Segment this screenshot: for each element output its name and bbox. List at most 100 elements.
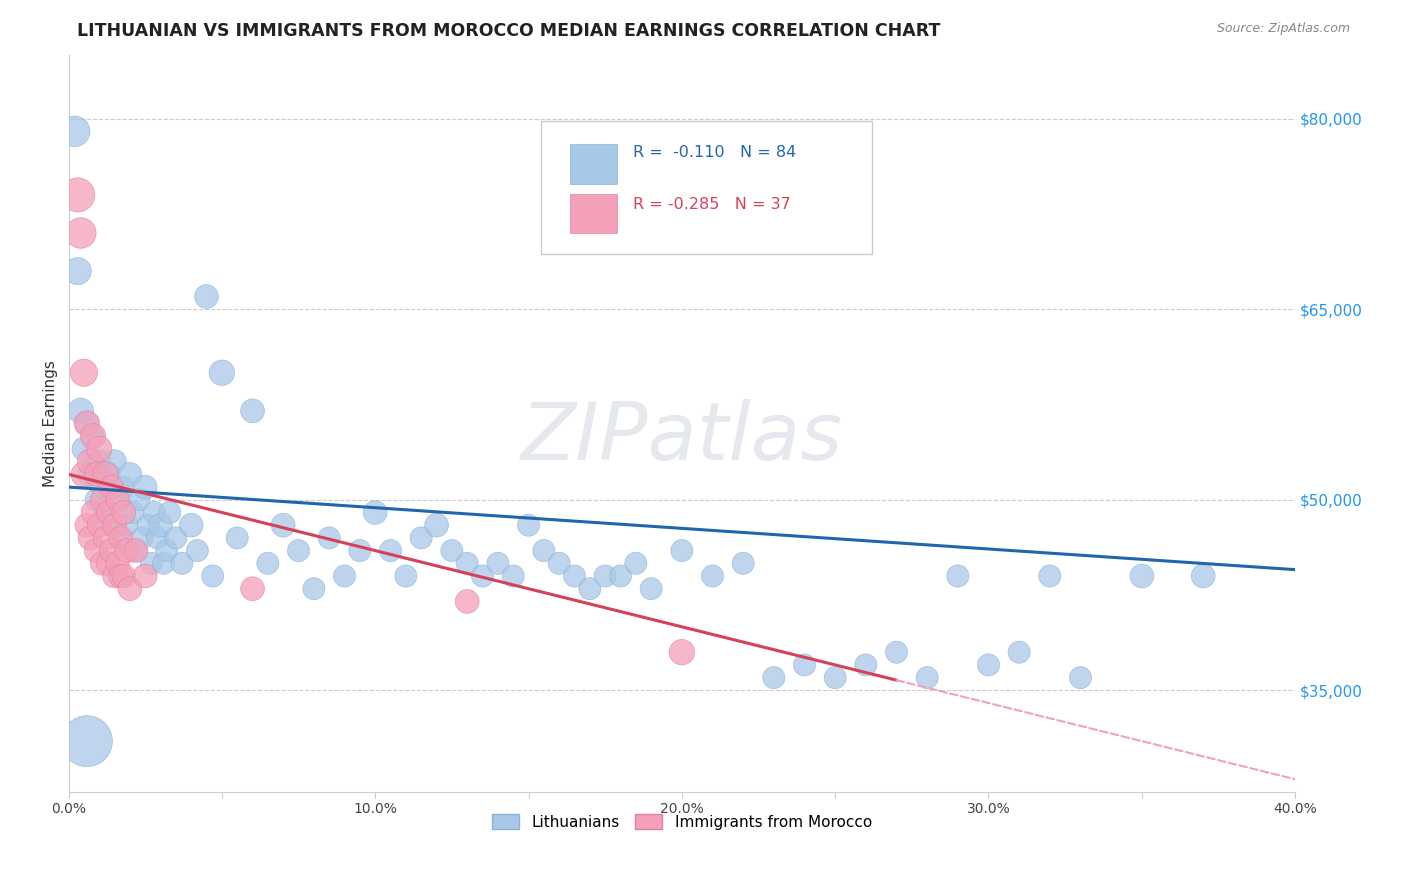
Point bbox=[66, 187, 89, 202]
Point bbox=[977, 657, 1000, 672]
Point bbox=[733, 556, 755, 570]
Point bbox=[125, 543, 148, 558]
Point bbox=[456, 556, 478, 570]
Point bbox=[564, 569, 586, 583]
Point bbox=[112, 480, 135, 494]
Point bbox=[63, 124, 86, 138]
Point bbox=[118, 582, 141, 596]
Point bbox=[517, 518, 540, 533]
Point bbox=[100, 543, 122, 558]
Point bbox=[702, 569, 724, 583]
Point bbox=[486, 556, 509, 570]
Point bbox=[76, 518, 98, 533]
Point bbox=[97, 506, 120, 520]
Point bbox=[211, 366, 233, 380]
Text: R =  -0.110   N = 84: R = -0.110 N = 84 bbox=[633, 145, 796, 160]
Point bbox=[671, 543, 693, 558]
Point bbox=[73, 366, 96, 380]
Point bbox=[855, 657, 877, 672]
Point bbox=[100, 480, 122, 494]
FancyBboxPatch shape bbox=[541, 121, 872, 254]
Point bbox=[125, 543, 148, 558]
Point bbox=[1192, 569, 1215, 583]
Point bbox=[579, 582, 602, 596]
Point bbox=[946, 569, 969, 583]
Point bbox=[103, 455, 125, 469]
Point bbox=[76, 734, 98, 748]
Point bbox=[69, 226, 91, 240]
Point bbox=[149, 518, 172, 533]
Point bbox=[134, 480, 156, 494]
Point bbox=[79, 455, 101, 469]
Point bbox=[82, 429, 104, 443]
Point bbox=[456, 594, 478, 608]
Point bbox=[1039, 569, 1062, 583]
Point bbox=[107, 492, 129, 507]
Point bbox=[640, 582, 662, 596]
Point bbox=[115, 543, 138, 558]
Point bbox=[1008, 645, 1031, 659]
Point bbox=[915, 671, 938, 685]
Point bbox=[66, 264, 89, 278]
Point bbox=[69, 404, 91, 418]
Point bbox=[302, 582, 325, 596]
Point bbox=[79, 467, 101, 482]
Point bbox=[84, 543, 107, 558]
Point bbox=[134, 569, 156, 583]
Point bbox=[548, 556, 571, 570]
Text: Source: ZipAtlas.com: Source: ZipAtlas.com bbox=[1216, 22, 1350, 36]
Bar bbox=[571, 145, 617, 184]
Point bbox=[593, 569, 616, 583]
Point bbox=[94, 531, 117, 545]
Point bbox=[333, 569, 356, 583]
Point bbox=[94, 506, 117, 520]
Point bbox=[257, 556, 280, 570]
Point bbox=[502, 569, 524, 583]
Point bbox=[395, 569, 418, 583]
Point bbox=[380, 543, 402, 558]
Legend: Lithuanians, Immigrants from Morocco: Lithuanians, Immigrants from Morocco bbox=[485, 807, 879, 836]
Point bbox=[110, 531, 132, 545]
Point bbox=[100, 518, 122, 533]
Point bbox=[271, 518, 294, 533]
Point bbox=[425, 518, 447, 533]
Point bbox=[89, 442, 111, 456]
Point bbox=[91, 492, 114, 507]
Point bbox=[1069, 671, 1091, 685]
Point bbox=[242, 404, 264, 418]
Point bbox=[152, 556, 174, 570]
Point bbox=[156, 543, 179, 558]
Point bbox=[91, 556, 114, 570]
Point bbox=[141, 556, 163, 570]
Y-axis label: Median Earnings: Median Earnings bbox=[44, 360, 58, 487]
Point bbox=[180, 518, 202, 533]
Point bbox=[201, 569, 224, 583]
Point bbox=[146, 531, 169, 545]
Point bbox=[84, 492, 107, 507]
Point bbox=[112, 506, 135, 520]
Point bbox=[115, 518, 138, 533]
Point bbox=[128, 492, 150, 507]
Point bbox=[671, 645, 693, 659]
Point bbox=[103, 569, 125, 583]
Point bbox=[89, 455, 111, 469]
Point bbox=[79, 531, 101, 545]
Point bbox=[624, 556, 647, 570]
Point bbox=[91, 480, 114, 494]
Text: R = -0.285   N = 37: R = -0.285 N = 37 bbox=[633, 196, 790, 211]
Point bbox=[73, 442, 96, 456]
Point bbox=[793, 657, 815, 672]
Text: LITHUANIAN VS IMMIGRANTS FROM MOROCCO MEDIAN EARNINGS CORRELATION CHART: LITHUANIAN VS IMMIGRANTS FROM MOROCCO ME… bbox=[77, 22, 941, 40]
Point bbox=[886, 645, 908, 659]
Point bbox=[242, 582, 264, 596]
Point bbox=[364, 506, 387, 520]
Point bbox=[89, 518, 111, 533]
Point bbox=[82, 429, 104, 443]
Point bbox=[97, 467, 120, 482]
Point bbox=[471, 569, 494, 583]
Point bbox=[107, 556, 129, 570]
Point bbox=[82, 506, 104, 520]
Point bbox=[440, 543, 463, 558]
Point bbox=[226, 531, 249, 545]
Point bbox=[533, 543, 555, 558]
